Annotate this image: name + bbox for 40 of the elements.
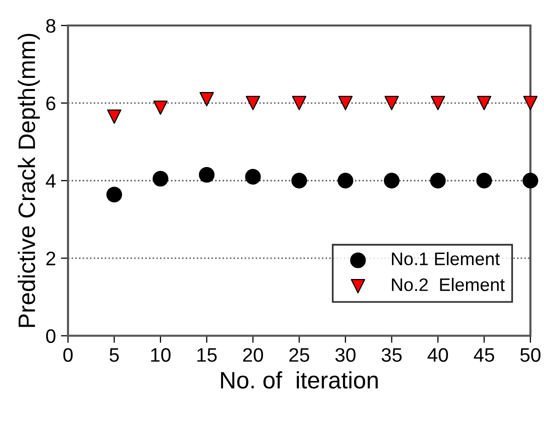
y-tick-label: 4 — [46, 174, 56, 188]
point — [291, 172, 308, 188]
point — [430, 172, 446, 188]
point — [292, 96, 306, 110]
point — [384, 172, 400, 188]
y-axis-title: Predictive Crack Depth(mm) — [18, 34, 40, 327]
x-tick-label: 10 — [151, 348, 171, 362]
x-tick-label: 20 — [243, 348, 264, 362]
x-tick-label: 50 — [520, 348, 540, 362]
point — [200, 92, 214, 106]
x-axis-title: No. of iteration — [221, 371, 378, 389]
point — [338, 96, 353, 110]
x-tick-label: 5 — [110, 348, 119, 362]
point — [384, 96, 399, 110]
x-tick-label: 35 — [382, 348, 402, 362]
y-tick-label: 8 — [46, 18, 56, 33]
point — [245, 168, 261, 185]
y-tick-label: 0 — [46, 329, 56, 343]
point — [523, 96, 538, 110]
point — [106, 186, 122, 202]
point — [476, 172, 492, 188]
point — [246, 96, 260, 110]
x-tick-label: 15 — [197, 348, 217, 362]
point — [522, 172, 538, 188]
point — [107, 109, 122, 124]
point — [338, 172, 354, 188]
x-tick-label: 45 — [474, 348, 494, 362]
x-tick-label: 30 — [335, 348, 356, 362]
point — [430, 96, 446, 110]
y-tick-label: 6 — [46, 96, 56, 110]
legend-label: No.1 Element — [392, 252, 500, 266]
point — [477, 96, 492, 110]
x-tick-label: 25 — [289, 348, 310, 362]
legend-label: No.2 Element — [392, 278, 505, 292]
x-tick-label: 40 — [428, 348, 448, 362]
point — [198, 166, 215, 183]
point — [153, 100, 168, 115]
x-tick-label: 0 — [63, 348, 73, 362]
y-tick-label: 2 — [46, 252, 56, 266]
point — [152, 170, 168, 187]
